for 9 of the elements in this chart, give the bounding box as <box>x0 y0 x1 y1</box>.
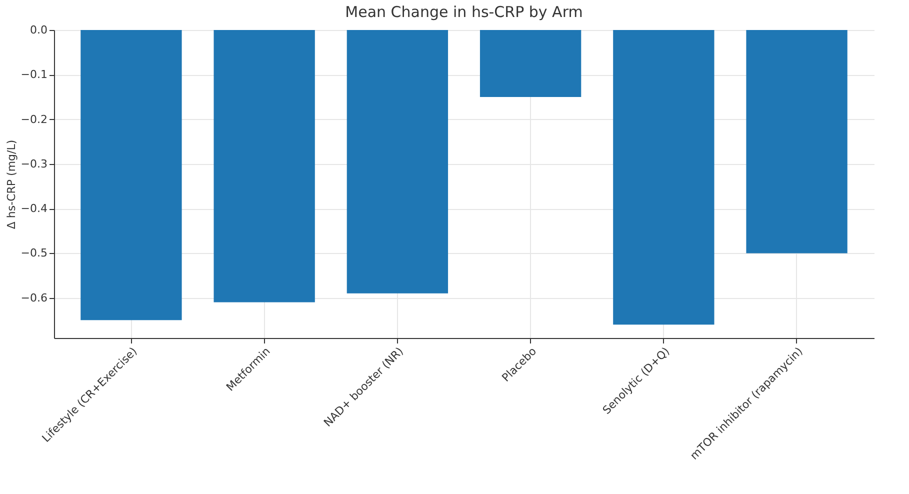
y-tick-label: −0.2 <box>20 112 48 126</box>
y-tick-label: 0.0 <box>30 24 48 36</box>
y-tick-label: −0.4 <box>20 202 48 216</box>
y-axis-title: Δ hs-CRP (mg/L) <box>4 140 18 230</box>
y-tick-label: −0.1 <box>20 68 48 82</box>
chart-title: Mean Change in hs-CRP by Arm <box>345 3 583 21</box>
y-tick-label: −0.6 <box>20 291 48 304</box>
y-tick-label: −0.3 <box>20 157 48 170</box>
y-tick-label: −0.5 <box>20 246 48 260</box>
